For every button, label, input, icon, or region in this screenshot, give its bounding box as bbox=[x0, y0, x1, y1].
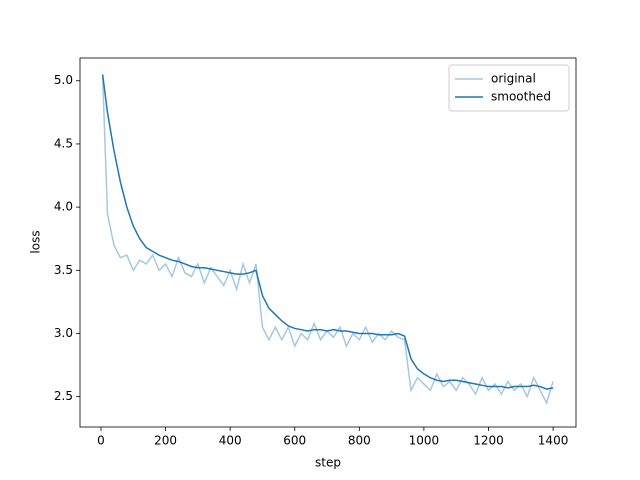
x-tick-label: 600 bbox=[283, 434, 306, 448]
legend-box bbox=[448, 64, 570, 112]
legend-label: original bbox=[491, 72, 536, 86]
y-tick-label: 4.0 bbox=[54, 200, 73, 214]
x-tick-label: 400 bbox=[219, 434, 242, 448]
x-axis-label: step bbox=[315, 456, 341, 470]
legend-label: smoothed bbox=[491, 90, 551, 104]
y-tick-label: 2.5 bbox=[54, 389, 73, 403]
series-line bbox=[101, 74, 554, 390]
x-tick-label: 1400 bbox=[538, 434, 569, 448]
series-line bbox=[101, 74, 554, 405]
x-tick-label: 1000 bbox=[409, 434, 440, 448]
y-tick-label: 5.0 bbox=[54, 73, 73, 87]
x-tick-label: 1200 bbox=[473, 434, 504, 448]
x-tick-label: 800 bbox=[348, 434, 371, 448]
y-tick-label: 4.5 bbox=[54, 136, 73, 150]
x-tick-label: 200 bbox=[154, 434, 177, 448]
x-tick-label: 0 bbox=[97, 434, 105, 448]
y-axis-label: loss bbox=[29, 230, 43, 253]
plot-frame bbox=[79, 57, 577, 428]
y-tick-label: 3.0 bbox=[54, 326, 73, 340]
y-tick-label: 3.5 bbox=[54, 263, 73, 277]
